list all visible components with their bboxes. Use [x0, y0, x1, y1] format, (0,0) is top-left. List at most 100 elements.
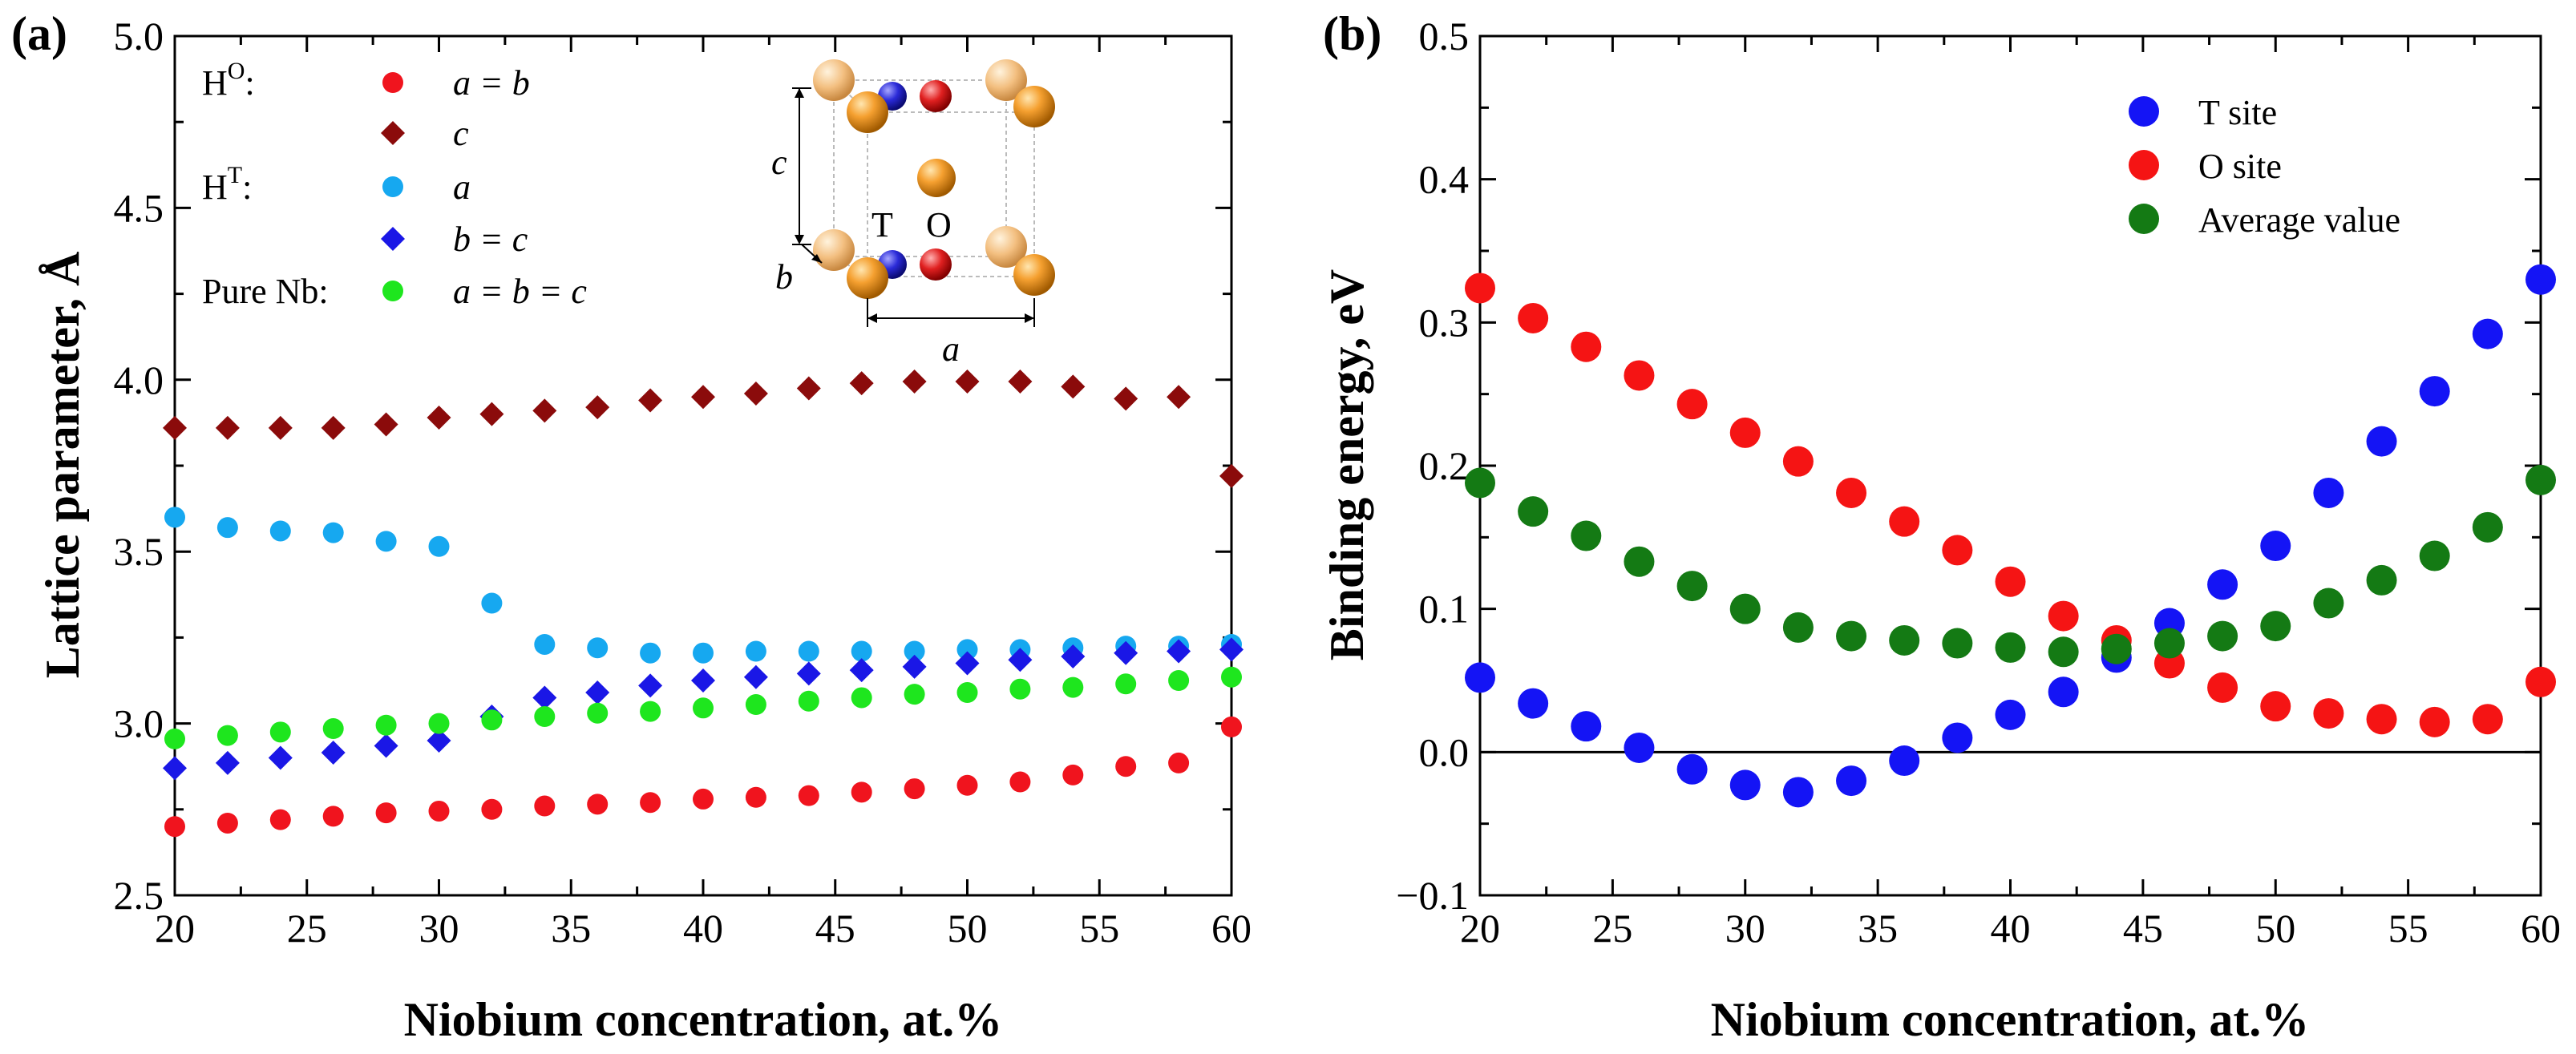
data-point-ho-c: [427, 405, 451, 430]
y-tick-label: 0.2: [1419, 443, 1470, 488]
data-point-ht-b-c: [532, 685, 557, 710]
data-point-pure-nb-a-b-c: [1221, 666, 1242, 688]
inset-label-b: b: [775, 257, 793, 297]
data-point-t-site: [2366, 426, 2397, 457]
panel-b-data-marks: [1465, 264, 2556, 808]
data-point-pure-nb-a-b-c: [322, 718, 344, 740]
data-point-ho-a-b: [534, 795, 556, 817]
legend-label-ho-a-equals-b: a = b: [453, 63, 530, 103]
data-point-t-site: [1729, 769, 1761, 801]
data-point-ht-b-c: [638, 673, 663, 698]
data-point-ht-a: [534, 633, 556, 655]
data-point-ht-b-c: [1219, 637, 1244, 662]
data-point-pure-nb-a-b-c: [269, 721, 291, 743]
data-point-ho-c: [638, 388, 663, 413]
data-point-t-site: [1571, 711, 1602, 742]
nb-atom: [985, 226, 1027, 268]
data-point-ht-b-c: [163, 756, 187, 781]
data-point-average-value: [2207, 620, 2238, 652]
data-point-ho-a-b: [693, 788, 714, 810]
data-point-average-value: [1571, 520, 1602, 551]
data-point-t-site: [1624, 732, 1655, 763]
data-point-ho-c: [163, 415, 187, 440]
data-point-average-value: [2260, 611, 2291, 642]
data-point-average-value: [1942, 628, 1973, 659]
nb-atom: [847, 257, 888, 299]
data-point-ho-c: [955, 369, 980, 394]
data-point-pure-nb-a-b-c: [534, 706, 556, 728]
data-point-t-site: [1518, 688, 1549, 719]
data-point-o-site: [1889, 506, 1920, 537]
inset-label-tetrahedral: T: [871, 205, 893, 244]
data-point-ht-b-c: [215, 750, 240, 775]
panel-a-lattice-parameter-chart: (a) 20 25 30 35 40 45 50 55 60 2.5 3.0 3.5 4.0 4.5 5.0…: [11, 7, 1252, 1046]
y-tick-label: 0.5: [1419, 14, 1470, 59]
data-point-ht-a: [375, 531, 397, 552]
nb-atom: [1013, 254, 1055, 296]
nb-atom: [813, 59, 855, 101]
data-point-ho-c: [321, 415, 346, 440]
legend-group-ho-label: HO:: [202, 58, 255, 103]
data-point-ht-a: [587, 637, 609, 659]
data-point-o-site: [1995, 566, 2026, 597]
panel-b-ticks: [1478, 34, 2542, 897]
data-point-ho-a-b: [1062, 764, 1084, 785]
data-point-t-site: [1995, 699, 2026, 730]
data-point-ht-b-c: [374, 733, 398, 758]
data-point-pure-nb-a-b-c: [1062, 676, 1084, 698]
data-point-average-value: [1782, 612, 1814, 643]
y-tick-label: 0.3: [1419, 300, 1470, 345]
panel-b-legend: T site O site Average value: [2129, 93, 2400, 240]
data-point-pure-nb-a-b-c: [1115, 673, 1137, 695]
panel-b-y-axis-title: Binding energy, eV: [1320, 269, 1373, 660]
inset-label-octahedral: O: [926, 205, 952, 244]
x-tick-label: 60: [1211, 906, 1252, 951]
data-point-t-site: [2313, 477, 2344, 508]
y-tick-label: 2.5: [114, 873, 164, 918]
legend-marker-average: [2129, 204, 2159, 234]
data-point-ho-a-b: [1168, 752, 1190, 773]
x-tick-label: 45: [815, 906, 855, 951]
legend-marker-ho-c: [381, 121, 405, 145]
data-point-ht-a: [693, 642, 714, 664]
x-tick-label: 30: [1725, 906, 1765, 951]
data-point-ht-a: [798, 640, 819, 662]
data-point-ht-b-c: [1061, 644, 1086, 668]
data-point-t-site: [2048, 676, 2079, 708]
data-point-ho-c: [1167, 385, 1191, 410]
data-point-t-site: [2260, 531, 2291, 562]
y-tick-label: 0.4: [1419, 157, 1470, 202]
legend-label-t-site: T site: [2198, 93, 2277, 132]
panel-b-label: (b): [1323, 7, 1381, 60]
data-point-ho-c: [585, 395, 610, 420]
data-point-pure-nb-a-b-c: [1009, 678, 1031, 700]
data-point-ho-a-b: [269, 809, 291, 830]
inset-label-c: c: [771, 143, 787, 182]
panel-a-legend: HO: a = b c HT: a b = c Pure Nb: a = b =…: [202, 58, 587, 311]
data-point-pure-nb-a-b-c: [640, 701, 661, 722]
data-point-o-site: [1782, 446, 1814, 477]
data-point-ho-a-b: [428, 800, 450, 822]
data-point-t-site: [1889, 745, 1920, 777]
data-point-ht-b-c: [955, 651, 980, 676]
data-point-ho-a-b: [956, 774, 978, 796]
x-tick-label: 40: [683, 906, 723, 951]
data-point-ho-a-b: [481, 798, 503, 820]
data-point-pure-nb-a-b-c: [956, 682, 978, 704]
crystal-structure-inset: c b a T O: [771, 59, 1055, 369]
data-point-average-value: [2419, 540, 2450, 571]
y-tick-label: −0.1: [1396, 873, 1469, 918]
data-point-t-site: [1942, 722, 1973, 753]
data-point-ht-b-c: [849, 658, 874, 683]
data-point-average-value: [1889, 624, 1920, 656]
legend-label-ht-a: a: [453, 168, 471, 207]
data-point-ho-c: [743, 381, 768, 406]
data-point-ho-a-b: [216, 812, 238, 834]
dimension-arrows: [792, 87, 1035, 327]
data-point-average-value: [1624, 546, 1655, 577]
x-tick-label: 45: [2123, 906, 2163, 951]
data-point-pure-nb-a-b-c: [904, 684, 925, 705]
y-tick-label: 5.0: [114, 14, 164, 59]
data-point-ho-a-b: [904, 778, 925, 800]
panel-b-x-axis-title: Niobium concentration, at.%: [1711, 993, 2310, 1046]
